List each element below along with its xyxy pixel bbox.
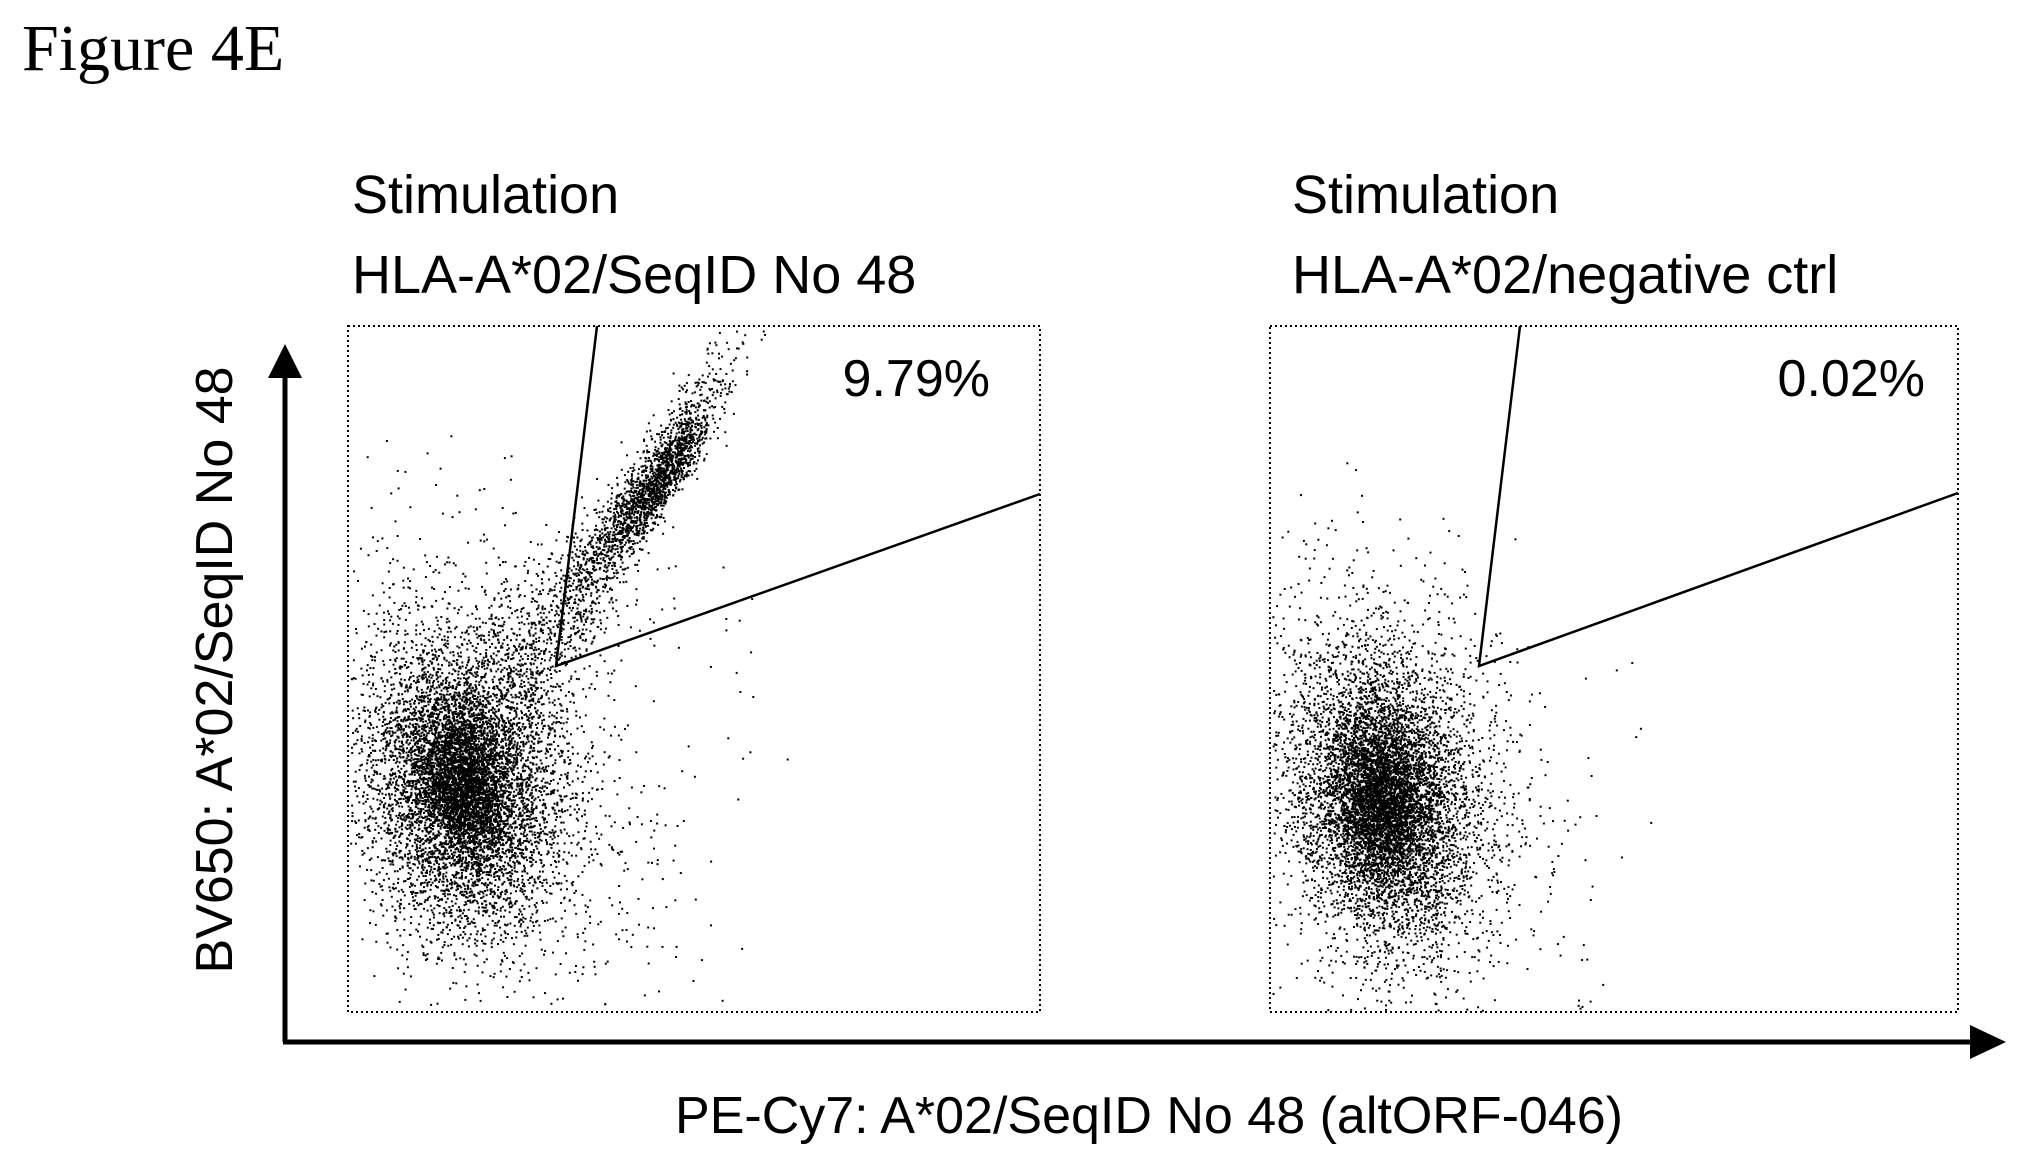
panel-1-title-line1: Stimulation: [352, 165, 619, 225]
x-axis-arrow: [1970, 1025, 2006, 1059]
figure-title: Figure 4E: [22, 12, 284, 85]
panel-1-gate: [554, 325, 1041, 668]
panel-2-gate-percent: 0.02%: [1778, 350, 1925, 408]
panel-1-gate-percent: 9.79%: [843, 350, 990, 408]
panel-2-title-line2: HLA-A*02/negative ctrl: [1292, 245, 1838, 305]
panel-2-gate: [1477, 325, 1959, 668]
panel-1-frame: [347, 325, 1041, 1013]
panel-2-frame: [1269, 325, 1959, 1013]
x-axis-label: PE-Cy7: A*02/SeqID No 48 (altORF-046): [675, 1087, 1623, 1145]
y-axis-arrow: [268, 344, 302, 378]
panel-1-events: [350, 330, 789, 1006]
panel-2-title-line1: Stimulation: [1292, 165, 1559, 225]
panel-1-title-line2: HLA-A*02/SeqID No 48: [352, 245, 916, 305]
y-axis-label: BV650: A*02/SeqID No 48: [186, 366, 244, 973]
panel-2-events: [1272, 462, 1653, 1012]
